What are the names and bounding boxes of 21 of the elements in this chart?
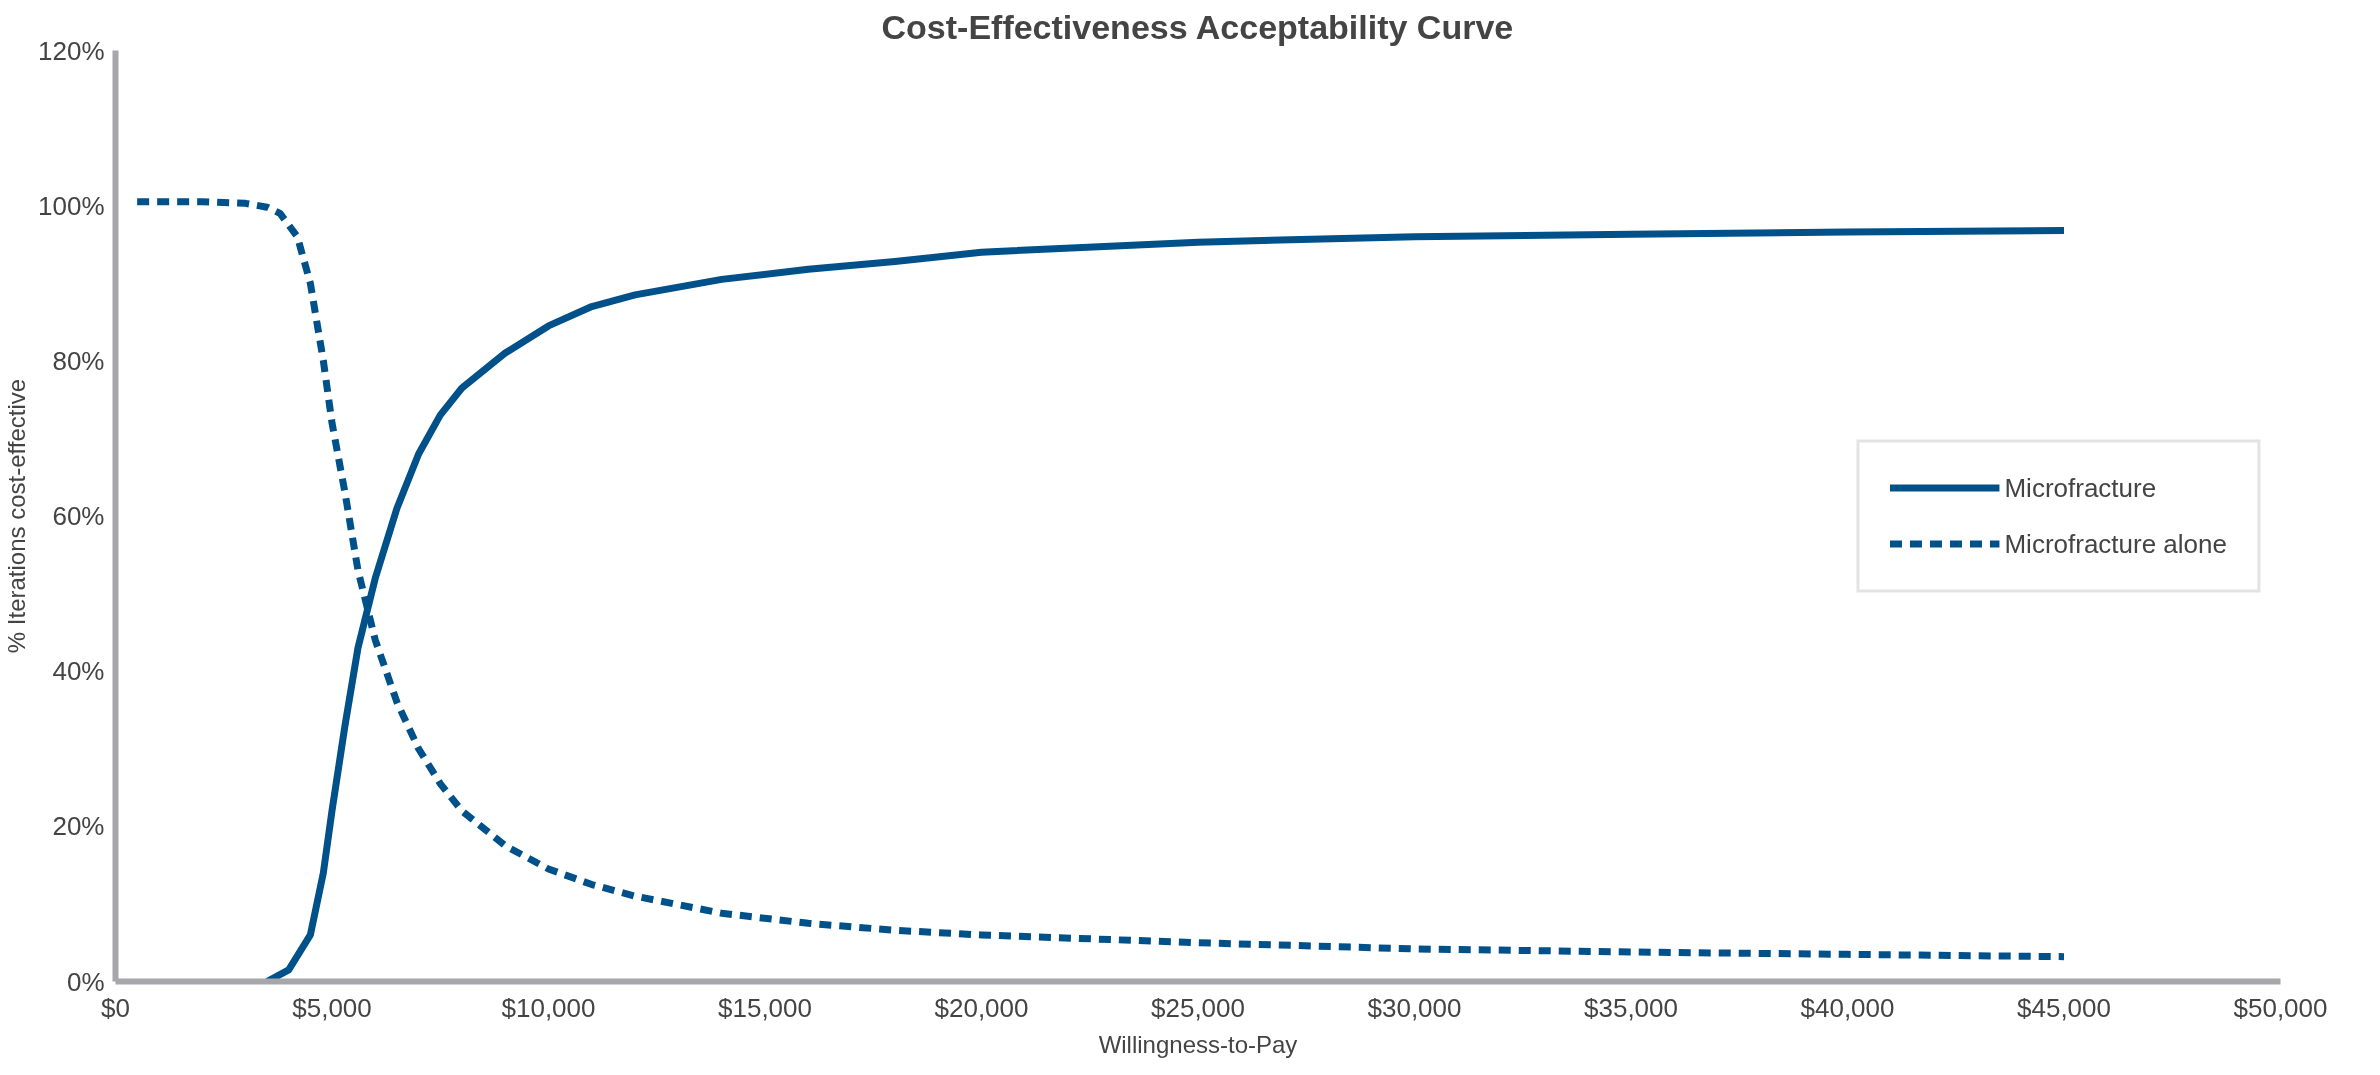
x-tick-label: $45,000 [2017,992,2111,1023]
x-tick-label: $20,000 [934,992,1029,1023]
legend-label: Microfracture [2004,472,2157,503]
y-tick-label: 20% [52,811,105,842]
x-tick-label: $10,000 [501,992,596,1023]
y-tick-label: 120% [38,35,105,66]
x-tick-label: $40,000 [1800,992,1895,1023]
x-tick-label: $30,000 [1367,992,1462,1023]
x-tick-label: $25,000 [1151,992,1245,1023]
y-tick-label: 40% [52,656,105,687]
chart-title: Cost-Effectiveness Acceptability Curve [881,7,1514,46]
y-axis-title: % Iterations cost-effective [3,378,30,654]
y-tick-label: 80% [52,345,105,376]
x-tick-label: $50,000 [2233,992,2328,1023]
y-tick-label: 60% [52,501,105,531]
x-tick-label: $35,000 [1584,992,1678,1023]
x-tick-label: $15,000 [718,992,812,1023]
x-tick-label: $5,000 [292,992,372,1023]
y-tick-label: 100% [38,190,105,221]
legend-label: Microfracture alone [2004,528,2227,559]
x-axis-title: Willingness-to-Pay [1098,1030,1298,1058]
